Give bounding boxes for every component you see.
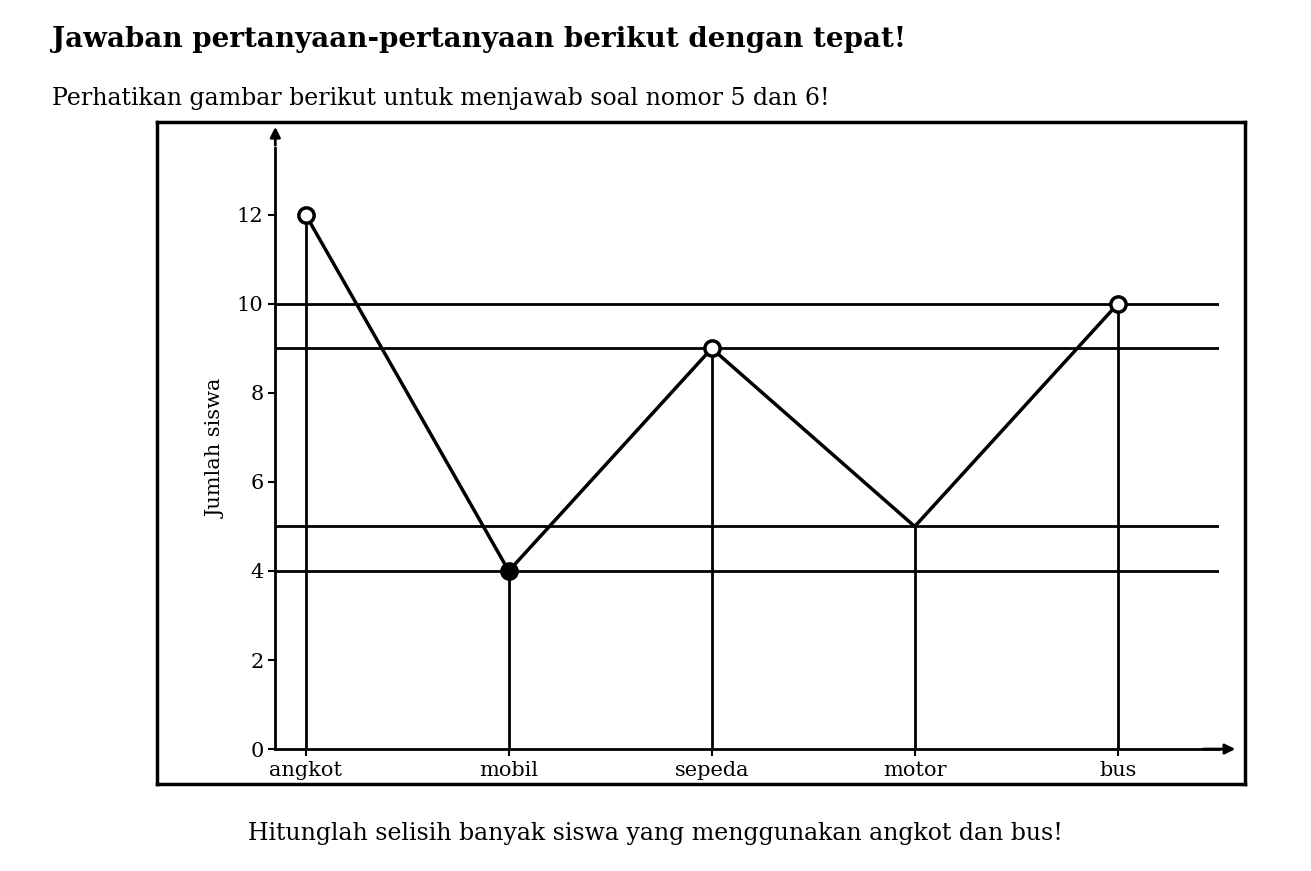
Y-axis label: Jumlah siswa: Jumlah siswa — [207, 379, 225, 518]
Text: Jawaban pertanyaan-pertanyaan berikut dengan tepat!: Jawaban pertanyaan-pertanyaan berikut de… — [52, 26, 906, 53]
Text: Hitunglah selisih banyak siswa yang menggunakan angkot dan bus!: Hitunglah selisih banyak siswa yang meng… — [248, 822, 1063, 845]
Text: Perhatikan gambar berikut untuk menjawab soal nomor 5 dan 6!: Perhatikan gambar berikut untuk menjawab… — [52, 87, 830, 110]
